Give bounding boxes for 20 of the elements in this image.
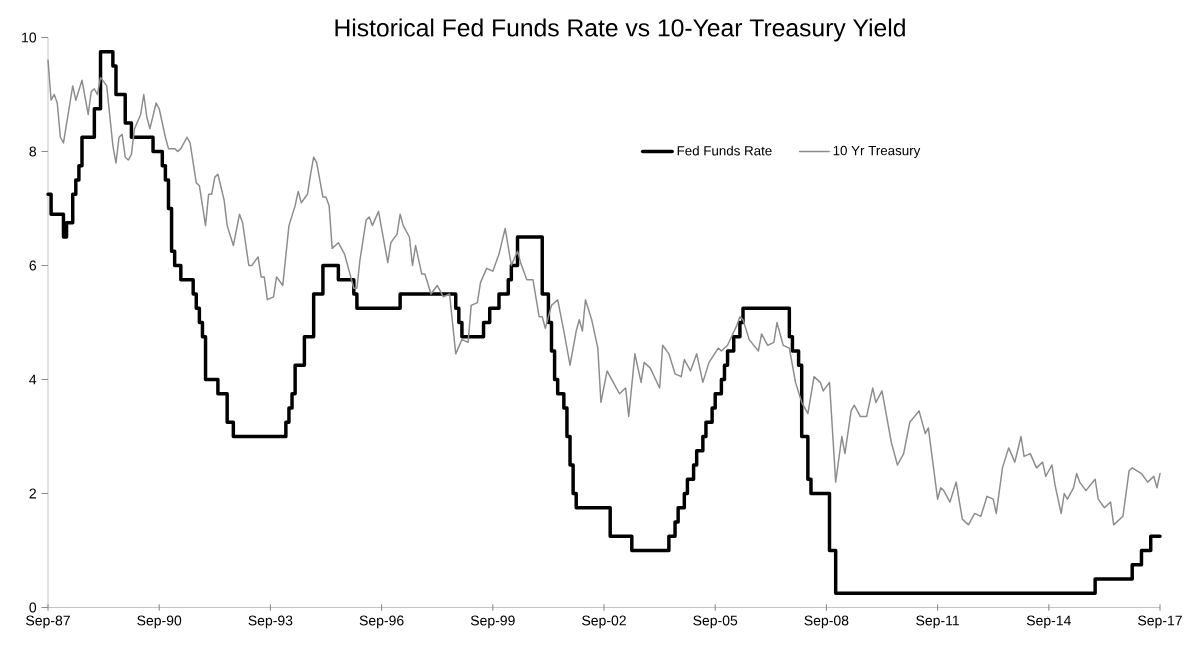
x-tick-label: Sep-87: [26, 615, 70, 629]
x-tick-label: Sep-14: [1026, 615, 1071, 629]
x-tick-label: Sep-08: [804, 615, 849, 629]
x-tick-label: Sep-99: [470, 615, 515, 629]
x-tick-label: Sep-17: [1138, 615, 1182, 629]
x-tick-label: Sep-93: [248, 615, 293, 629]
x-tick-label: Sep-05: [693, 615, 738, 629]
y-tick-label: 8: [29, 146, 37, 157]
x-tick-label: Sep-11: [916, 615, 959, 629]
legend-label: Fed Funds Rate: [677, 145, 772, 156]
y-tick-label: 2: [29, 488, 36, 499]
y-tick-label: 0: [29, 602, 37, 613]
y-tick-label: 4: [29, 374, 37, 385]
x-tick-label: Sep-96: [359, 615, 404, 629]
x-tick-label: Sep-02: [582, 615, 626, 629]
x-tick-label: Sep-90: [137, 615, 182, 629]
legend-label: 10 Yr Treasury: [833, 145, 921, 158]
chart-title: Historical Fed Funds Rate vs 10-Year Treasury Yield: [335, 18, 905, 42]
y-tick-label: 10: [22, 32, 37, 43]
y-tick-label: 6: [29, 260, 37, 271]
